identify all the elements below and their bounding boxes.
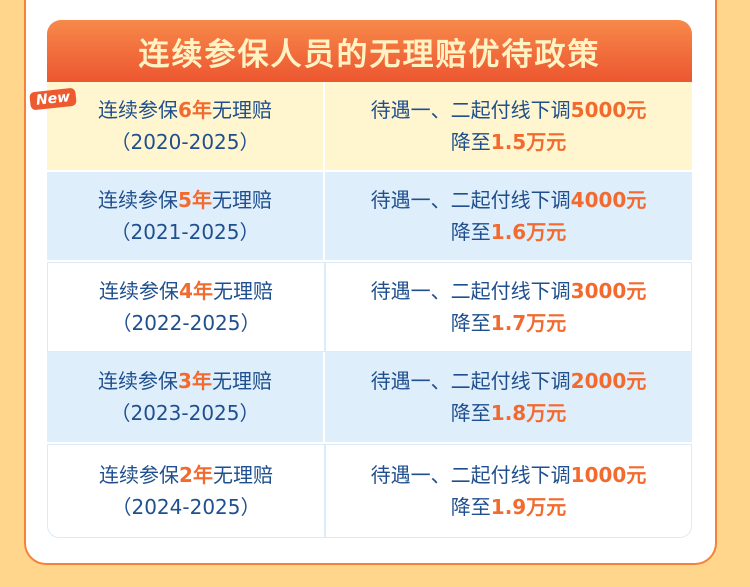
table-row: 连续参保6年无理赔 （2020-2025） 待遇一、二起付线下调5000元 降至1.… bbox=[47, 82, 692, 172]
condition-cell: 连续参保6年无理赔 （2020-2025） bbox=[47, 82, 325, 170]
condition-text: 连续参保3年无理赔 bbox=[98, 369, 272, 393]
table-row: 连续参保2年无理赔 （2024-2025） 待遇一、二起付线下调1000元 降至1.… bbox=[47, 444, 692, 538]
benefit-line2: 降至1.9万元 bbox=[450, 495, 567, 519]
table-row: 连续参保4年无理赔 （2022-2025） 待遇一、二起付线下调3000元 降至1.… bbox=[47, 262, 692, 352]
benefit-cell: 待遇一、二起付线下调5000元 降至1.5万元 bbox=[325, 82, 692, 170]
benefit-cell: 待遇一、二起付线下调2000元 降至1.8万元 bbox=[325, 352, 692, 442]
year-range: （2024-2025） bbox=[111, 495, 261, 519]
benefit-cell: 待遇一、二起付线下调1000元 降至1.9万元 bbox=[326, 445, 691, 537]
benefit-line1: 待遇一、二起付线下调4000元 bbox=[370, 188, 647, 212]
year-range: （2021-2025） bbox=[110, 220, 260, 244]
condition-text: 连续参保6年无理赔 bbox=[98, 98, 272, 122]
benefit-line2: 降至1.7万元 bbox=[450, 311, 567, 335]
benefit-cell: 待遇一、二起付线下调4000元 降至1.6万元 bbox=[325, 172, 692, 260]
year-range: （2022-2025） bbox=[111, 311, 261, 335]
policy-table: 连续参保人员的无理赔优待政策 连续参保6年无理赔 （2020-2025） 待遇一、… bbox=[47, 20, 692, 538]
condition-text: 连续参保5年无理赔 bbox=[98, 188, 272, 212]
year-range: （2023-2025） bbox=[110, 401, 260, 425]
table-row: 连续参保5年无理赔 （2021-2025） 待遇一、二起付线下调4000元 降至1.… bbox=[47, 172, 692, 262]
condition-cell: 连续参保2年无理赔 （2024-2025） bbox=[48, 445, 326, 537]
table-row: 连续参保3年无理赔 （2023-2025） 待遇一、二起付线下调2000元 降至1.… bbox=[47, 352, 692, 444]
benefit-line2: 降至1.5万元 bbox=[450, 130, 567, 154]
benefit-line2: 降至1.8万元 bbox=[450, 401, 567, 425]
benefit-line1: 待遇一、二起付线下调3000元 bbox=[370, 279, 647, 303]
benefit-line1: 待遇一、二起付线下调1000元 bbox=[370, 463, 647, 487]
benefit-cell: 待遇一、二起付线下调3000元 降至1.7万元 bbox=[326, 263, 691, 351]
benefit-line2: 降至1.6万元 bbox=[450, 220, 567, 244]
condition-text: 连续参保2年无理赔 bbox=[99, 463, 273, 487]
year-range: （2020-2025） bbox=[110, 130, 260, 154]
condition-cell: 连续参保3年无理赔 （2023-2025） bbox=[47, 352, 325, 442]
condition-cell: 连续参保5年无理赔 （2021-2025） bbox=[47, 172, 325, 260]
benefit-line1: 待遇一、二起付线下调5000元 bbox=[370, 98, 647, 122]
table-title: 连续参保人员的无理赔优待政策 bbox=[47, 20, 692, 82]
condition-text: 连续参保4年无理赔 bbox=[99, 279, 273, 303]
condition-cell: 连续参保4年无理赔 （2022-2025） bbox=[48, 263, 326, 351]
benefit-line1: 待遇一、二起付线下调2000元 bbox=[370, 369, 647, 393]
